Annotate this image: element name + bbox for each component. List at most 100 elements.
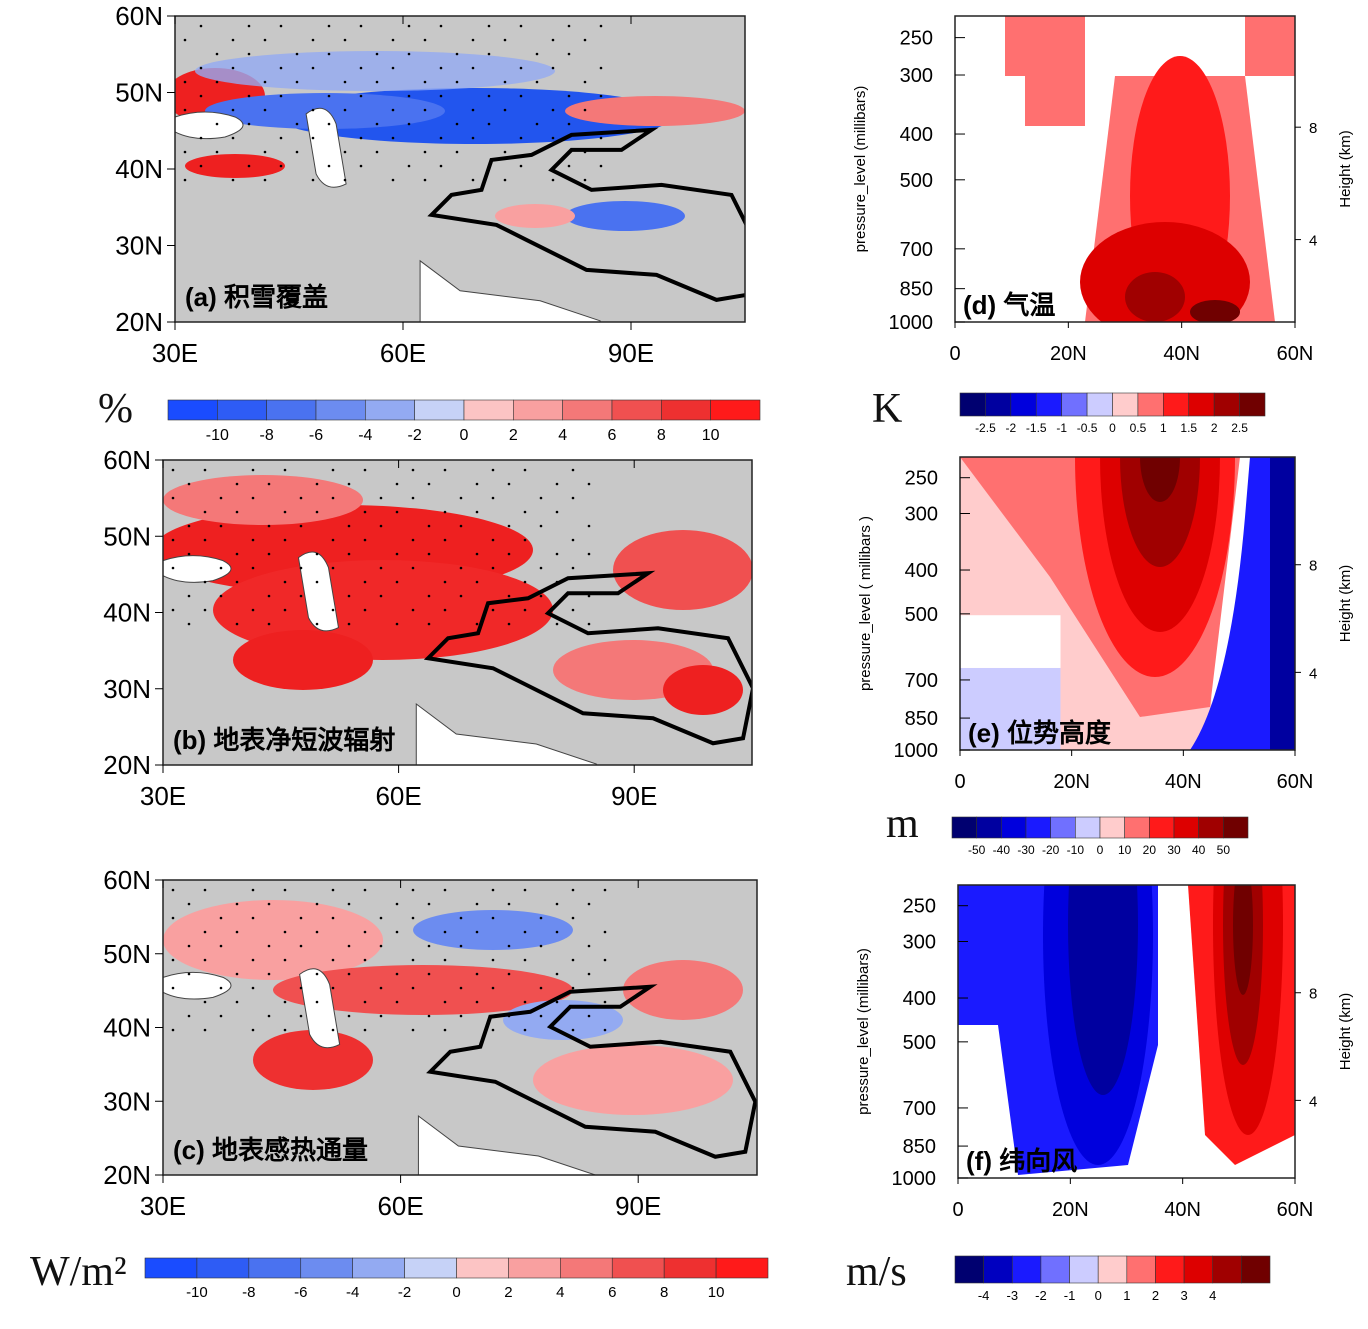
significance-dot — [183, 150, 187, 154]
colorbar-swatch — [663, 1257, 717, 1279]
field-patch — [185, 154, 285, 178]
significance-dot — [411, 958, 415, 962]
colorbar-label: -2 — [408, 427, 422, 444]
significance-dot — [279, 94, 283, 98]
y2-axis-label: Height (km) — [1337, 993, 1354, 1071]
x-tick-label: 60N — [1277, 771, 1314, 793]
colorbar-swatch — [560, 1257, 613, 1279]
colorbar-label: -30 — [1017, 843, 1035, 857]
significance-dot — [443, 1028, 447, 1032]
y-tick-label: 250 — [900, 28, 933, 50]
y-tick-label: 20N — [103, 750, 151, 780]
significance-dot — [571, 888, 575, 892]
colorbar-swatch — [1069, 1255, 1099, 1284]
significance-dot — [379, 944, 383, 948]
significance-dot — [391, 136, 395, 140]
significance-dot — [503, 150, 507, 154]
significance-dot — [279, 164, 283, 168]
colorbar-swatch — [1001, 816, 1027, 839]
significance-dot — [215, 52, 219, 56]
significance-dot — [459, 944, 463, 948]
colorbar-label: 2 — [504, 1284, 512, 1301]
ocean — [417, 1115, 599, 1175]
colorbar-unit-m: m — [886, 801, 919, 847]
significance-dot — [439, 66, 443, 70]
colorbar-label: 10 — [1118, 843, 1132, 857]
significance-dot — [423, 38, 427, 42]
significance-dot — [183, 178, 187, 182]
significance-dot — [599, 164, 603, 168]
significance-dot — [523, 1000, 527, 1004]
significance-dot — [279, 24, 283, 28]
significance-dot — [471, 66, 475, 70]
significance-dot — [519, 66, 523, 70]
significance-dot — [251, 538, 255, 542]
significance-dot — [263, 178, 267, 182]
map-panel-b: 30E 60E 90E 20N 30N 40N 50N 60N (b) 地表净短波辐射 — [103, 445, 753, 811]
colorbar-label: 6 — [608, 427, 617, 444]
colorbar-unit-percent: % — [98, 386, 133, 432]
significance-dot — [171, 986, 175, 990]
colorbar-label: -6 — [309, 427, 323, 444]
significance-dot — [395, 930, 399, 934]
y2-tick-label: 4 — [1309, 1093, 1317, 1110]
colorbar-label: 40 — [1192, 843, 1206, 857]
significance-dot — [331, 608, 335, 612]
significance-dot — [567, 164, 571, 168]
colorbar-label: 4 — [558, 427, 567, 444]
significance-dot — [535, 122, 539, 126]
field-patch — [163, 900, 383, 980]
x-tick-label: 0 — [949, 343, 960, 365]
field-patch — [413, 910, 573, 950]
significance-dot — [251, 496, 255, 500]
field-patch — [1080, 222, 1250, 322]
significance-dot — [571, 496, 575, 500]
field-patch — [1068, 885, 1138, 1095]
y-tick-label: 500 — [900, 170, 933, 192]
x-tick-label: 60E — [377, 1191, 423, 1221]
significance-dot — [491, 1028, 495, 1032]
x-tick-label: 90E — [608, 338, 654, 368]
field-patch — [565, 96, 745, 126]
significance-dot — [267, 552, 271, 556]
significance-dot — [283, 930, 287, 934]
colorbar-label: 10 — [702, 427, 720, 444]
colorbar-swatch — [562, 399, 613, 421]
significance-dot — [519, 136, 523, 140]
significance-dot — [475, 972, 479, 976]
significance-dot — [487, 24, 491, 28]
y-tick-label: 400 — [900, 124, 933, 146]
significance-dot — [411, 986, 415, 990]
colorbar-label: 2 — [509, 427, 518, 444]
significance-dot — [219, 594, 223, 598]
field-patch — [495, 204, 575, 228]
significance-dot — [571, 986, 575, 990]
colorbar-swatch — [1149, 816, 1175, 839]
black-sea — [163, 971, 232, 1000]
significance-dot — [503, 178, 507, 182]
significance-dot — [423, 108, 427, 112]
significance-dot — [171, 958, 175, 962]
significance-dot — [363, 958, 367, 962]
significance-dot — [379, 986, 383, 990]
significance-dot — [251, 1028, 255, 1032]
plateau-boundary — [427, 127, 745, 302]
significance-dot — [375, 80, 379, 84]
field-patch — [663, 665, 743, 715]
significance-dot — [247, 164, 251, 168]
colorbar-swatch — [1099, 816, 1125, 839]
significance-dot — [571, 566, 575, 570]
significance-dot — [279, 136, 283, 140]
field-patch — [1233, 885, 1253, 995]
y-tick-label: 700 — [903, 1098, 936, 1120]
significance-dot — [231, 38, 235, 42]
map-panel-c: 30E 60E 90E 20N 30N 40N 50N 60N (c) 地表感热通量 — [103, 865, 758, 1221]
colorbar-label: 2.5 — [1231, 421, 1248, 435]
significance-dot — [363, 510, 367, 514]
significance-dot — [251, 566, 255, 570]
significance-dot — [203, 1028, 207, 1032]
significance-dot — [171, 1028, 175, 1032]
y-tick-label: 850 — [903, 1136, 936, 1158]
significance-dot — [475, 1000, 479, 1004]
